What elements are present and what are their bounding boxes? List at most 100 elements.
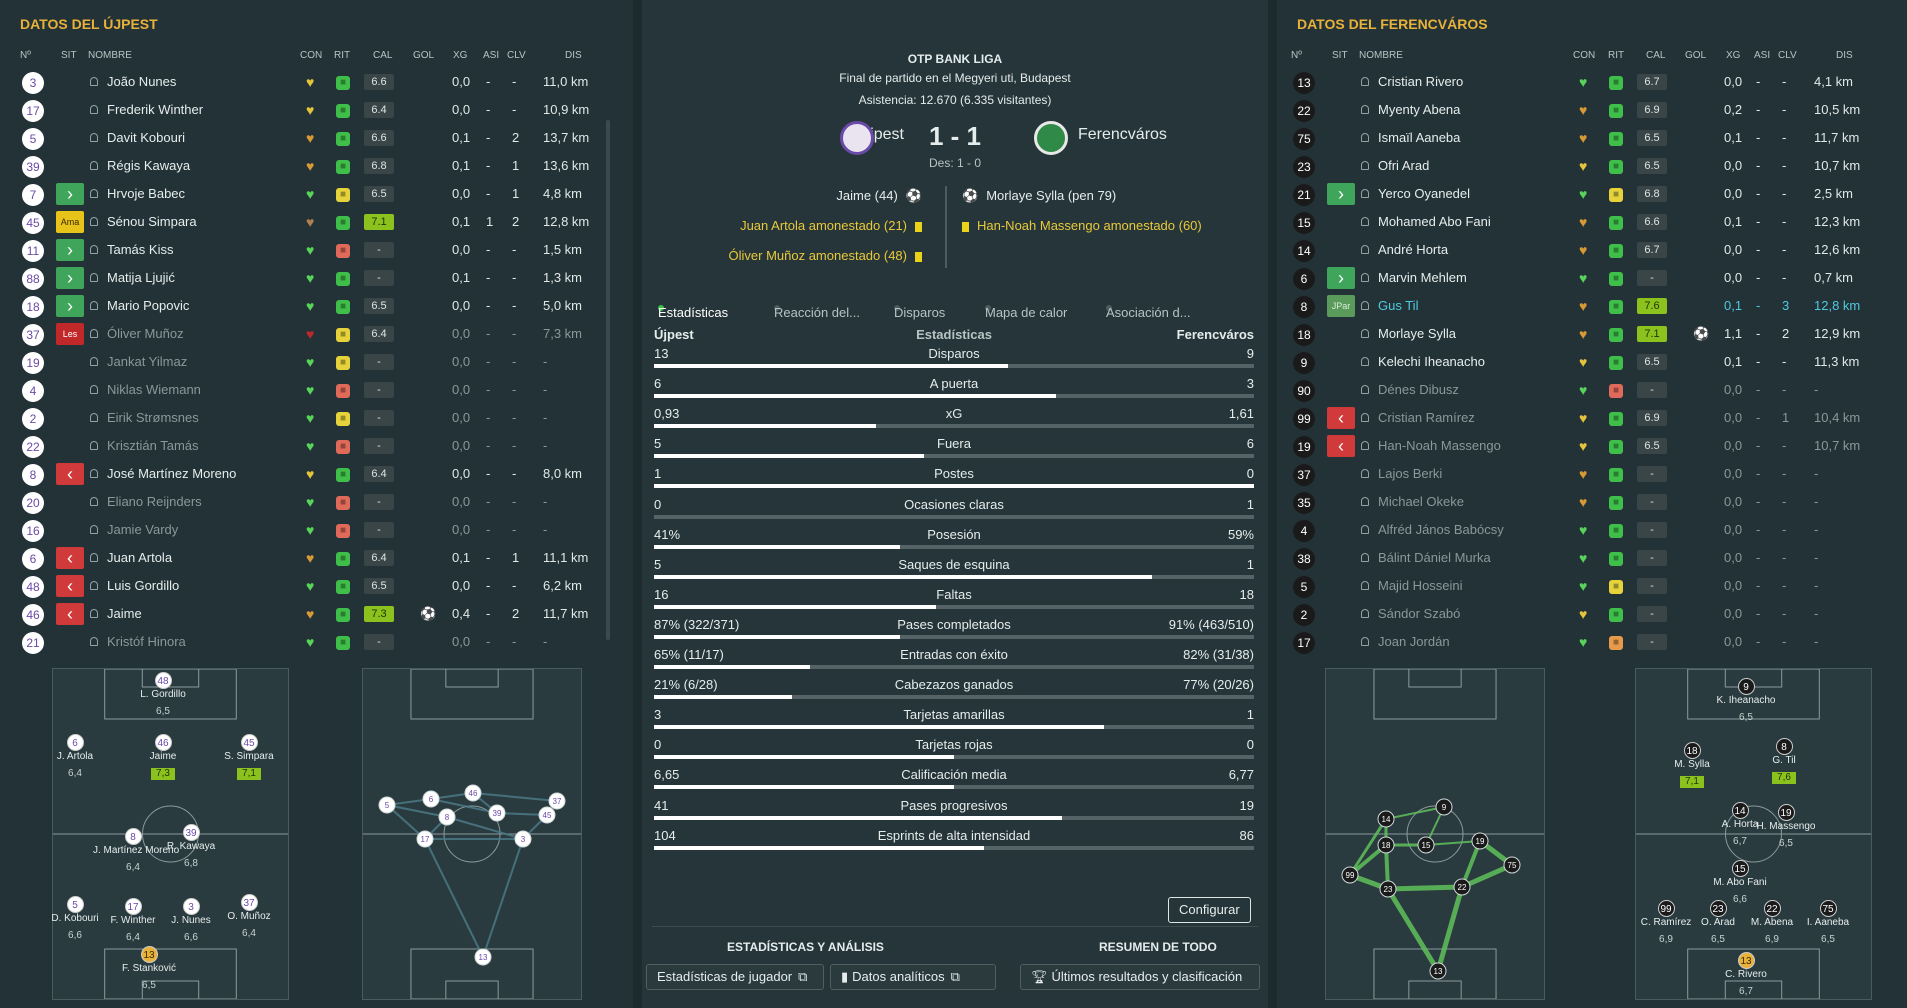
- player-name[interactable]: Óliver Muñoz: [107, 326, 184, 341]
- player-row[interactable]: 38 Bálint Dániel Murka ♥ ■ -0,0- - -: [1277, 544, 1907, 572]
- away-team-name[interactable]: Ferencváros: [1078, 126, 1167, 143]
- lineup-player[interactable]: 22 M. Abena 6,9: [1732, 900, 1812, 947]
- player-name[interactable]: Eirik Strømsnes: [107, 410, 199, 425]
- lineup-player[interactable]: 13 C. Rivero 6,7: [1706, 952, 1786, 999]
- player-row[interactable]: 19 ‹ Han-Noah Massengo ♥ ■ 6.5 0,0- -10,7 km: [1277, 432, 1907, 460]
- player-row[interactable]: 2 Eirik Strømsnes ♥ ■ -0,0- - -: [0, 404, 633, 432]
- player-name[interactable]: Ofri Arad: [1378, 158, 1430, 173]
- header-con[interactable]: CON: [1573, 50, 1596, 61]
- player-name[interactable]: Davit Kobouri: [107, 130, 186, 145]
- header-no[interactable]: Nº: [1291, 50, 1302, 61]
- tab-asociacion[interactable]: Asociación d...: [1106, 305, 1191, 320]
- player-name[interactable]: Sénou Simpara: [107, 214, 197, 229]
- lineup-player[interactable]: 15 M. Abo Fani 6,6: [1700, 860, 1780, 907]
- header-xg[interactable]: XG: [453, 50, 468, 61]
- player-row[interactable]: 90 Dénes Dibusz ♥ ■ -0,0- - -: [1277, 376, 1907, 404]
- player-name[interactable]: Majid Hosseini: [1378, 578, 1463, 593]
- player-row[interactable]: 21 Kristóf Hinora ♥ ■ -0,0- - -: [0, 628, 633, 656]
- lineup-player[interactable]: 8 J. Martínez Moreno 6,4: [93, 828, 179, 875]
- player-row[interactable]: 9 Kelechi Iheanacho ♥ ■ 6.5 0,1- -11,3 km: [1277, 348, 1907, 376]
- player-row[interactable]: 35 Michael Okeke ♥ ■ -0,0- - -: [1277, 488, 1907, 516]
- player-row[interactable]: 99 ‹ Cristian Ramírez ♥ ■ 6.9 0,0- 1 10,4 km: [1277, 404, 1907, 432]
- player-row[interactable]: 75 Ismaïl Aaneba ♥ ■ 6.5 0,1- -11,7 km: [1277, 124, 1907, 152]
- player-row[interactable]: 16 Jamie Vardy ♥ ■ -0,0- - -: [0, 516, 633, 544]
- player-row[interactable]: 22 Krisztián Tamás ♥ ■ -0,0- - -: [0, 432, 633, 460]
- header-cal[interactable]: CAL: [1646, 50, 1666, 61]
- player-row[interactable]: 21 › Yerco Oyanedel ♥ ■ 6.8 0,0- -2,5 km: [1277, 180, 1907, 208]
- player-row[interactable]: 2 Sándor Szabó ♥ ■ -0,0- - -: [1277, 600, 1907, 628]
- tab-disparos[interactable]: Disparos: [894, 305, 946, 320]
- player-name[interactable]: Gus Til: [1378, 298, 1419, 313]
- lineup-player[interactable]: 23 O. Arad 6,5: [1678, 900, 1758, 947]
- header-asi[interactable]: ASI: [1754, 50, 1771, 61]
- player-name[interactable]: Krisztián Tamás: [107, 438, 199, 453]
- lineup-player[interactable]: 5 D. Kobouri 6,6: [35, 896, 115, 943]
- header-gol[interactable]: GOL: [1685, 50, 1707, 61]
- player-name[interactable]: Bálint Dániel Murka: [1378, 550, 1491, 565]
- player-row[interactable]: 37 Les Óliver Muñoz ♥ ■ 6.4 0,0- -7,3 km: [0, 320, 633, 348]
- home-list-scrollbar[interactable]: [606, 120, 610, 640]
- player-row[interactable]: 4 Alfréd János Babócsy ♥ ■ -0,0- - -: [1277, 516, 1907, 544]
- player-name[interactable]: Han-Noah Massengo: [1378, 438, 1501, 453]
- lineup-player[interactable]: 19 H. Massengo 6,5: [1746, 804, 1826, 851]
- player-stats-button[interactable]: Estadísticas de jugador ⧉: [646, 964, 824, 990]
- player-row[interactable]: 8 ‹ José Martínez Moreno ♥ ■ 6.4 0,0- -8,0 km: [0, 460, 633, 488]
- player-row[interactable]: 6 › Marvin Mehlem ♥ ■ -0,0- -0,7 km: [1277, 264, 1907, 292]
- player-row[interactable]: 4 Niklas Wiemann ♥ ■ -0,0- - -: [0, 376, 633, 404]
- player-name[interactable]: Régis Kawaya: [107, 158, 191, 173]
- player-name[interactable]: Cristian Rivero: [1378, 74, 1464, 89]
- header-sit[interactable]: SIT: [1332, 50, 1348, 61]
- lineup-player[interactable]: 9 K. Iheanacho 6,5: [1706, 678, 1786, 725]
- lineup-player[interactable]: 13 F. Stanković 6,5: [109, 946, 189, 993]
- player-name[interactable]: Alfréd János Babócsy: [1378, 522, 1504, 537]
- lineup-player[interactable]: 48 L. Gordillo 6,5: [123, 672, 203, 719]
- player-row[interactable]: 18 › Mario Popovic ♥ ■ 6.5 0,0- -5,0 km: [0, 292, 633, 320]
- player-row[interactable]: 22 Myenty Abena ♥ ■ 6.9 0,2- -10,5 km: [1277, 96, 1907, 124]
- player-name[interactable]: Jaime: [107, 606, 142, 621]
- player-row[interactable]: 37 Lajos Berki ♥ ■ -0,0- - -: [1277, 460, 1907, 488]
- header-clv[interactable]: CLV: [1778, 50, 1797, 61]
- player-row[interactable]: 39 Régis Kawaya ♥ ■ 6.8 0,1- 1 13,6 km: [0, 152, 633, 180]
- lineup-player[interactable]: 37 O. Muñoz 6,4: [209, 894, 289, 941]
- player-name[interactable]: Kristóf Hinora: [107, 634, 186, 649]
- results-button[interactable]: 🏆︎ Últimos resultados y clasificación: [1020, 964, 1260, 990]
- player-row[interactable]: 5 Majid Hosseini ♥ ■ -0,0- - -: [1277, 572, 1907, 600]
- lineup-player[interactable]: 45 S. Simpara 7,1: [209, 734, 289, 781]
- lineup-player[interactable]: 39 R. Kawaya 6,8: [151, 824, 231, 871]
- player-name[interactable]: Lajos Berki: [1378, 466, 1443, 481]
- header-dis[interactable]: DIS: [565, 50, 582, 61]
- player-name[interactable]: Kelechi Iheanacho: [1378, 354, 1485, 369]
- player-row[interactable]: 14 André Horta ♥ ■ 6.7 0,0- -12,6 km: [1277, 236, 1907, 264]
- player-row[interactable]: 7 › Hrvoje Babec ♥ ■ 6.5 0,0- 1 4,8 km: [0, 180, 633, 208]
- player-row[interactable]: 17 Joan Jordán ♥ ■ -0,0- - -: [1277, 628, 1907, 656]
- lineup-player[interactable]: 3 J. Nunes 6,6: [151, 898, 231, 945]
- player-name[interactable]: Eliano Reijnders: [107, 494, 202, 509]
- player-row[interactable]: 11 › Tamás Kiss ♥ ■ -0,0- -1,5 km: [0, 236, 633, 264]
- player-name[interactable]: Juan Artola: [107, 550, 173, 565]
- player-name[interactable]: José Martínez Moreno: [107, 466, 237, 481]
- header-cal[interactable]: CAL: [373, 50, 393, 61]
- header-asi[interactable]: ASI: [483, 50, 500, 61]
- player-row[interactable]: 88 › Matija Ljujić ♥ ■ -0,1- -1,3 km: [0, 264, 633, 292]
- header-con[interactable]: CON: [300, 50, 323, 61]
- player-row[interactable]: 20 Eliano Reijnders ♥ ■ -0,0- - -: [0, 488, 633, 516]
- player-name[interactable]: Marvin Mehlem: [1378, 270, 1467, 285]
- player-name[interactable]: Niklas Wiemann: [107, 382, 201, 397]
- header-clv[interactable]: CLV: [507, 50, 526, 61]
- lineup-player[interactable]: 46 Jaime 7,3: [123, 734, 203, 781]
- player-row[interactable]: 3 João Nunes ♥ ■ 6.6 0,0- -11,0 km: [0, 68, 633, 96]
- header-no[interactable]: Nº: [20, 50, 31, 61]
- player-name[interactable]: Jamie Vardy: [107, 522, 179, 537]
- configure-button[interactable]: Configurar: [1168, 897, 1251, 923]
- header-name[interactable]: NOMBRE: [1359, 50, 1403, 61]
- player-name[interactable]: Cristian Ramírez: [1378, 410, 1475, 425]
- player-row[interactable]: 23 Ofri Arad ♥ ■ 6.5 0,0- -10,7 km: [1277, 152, 1907, 180]
- player-row[interactable]: 5 Davit Kobouri ♥ ■ 6.6 0,1- 2 13,7 km: [0, 124, 633, 152]
- player-name[interactable]: Frederik Winther: [107, 102, 204, 117]
- player-row[interactable]: 45 Ama Sénou Simpara ♥ ■ 7.1 0,1 1 2 12,8 km: [0, 208, 633, 236]
- player-name[interactable]: João Nunes: [107, 74, 177, 89]
- player-name[interactable]: Yerco Oyanedel: [1378, 186, 1471, 201]
- header-dis[interactable]: DIS: [1836, 50, 1853, 61]
- lineup-player[interactable]: 17 F. Winther 6,4: [93, 898, 173, 945]
- player-name[interactable]: Morlaye Sylla: [1378, 326, 1457, 341]
